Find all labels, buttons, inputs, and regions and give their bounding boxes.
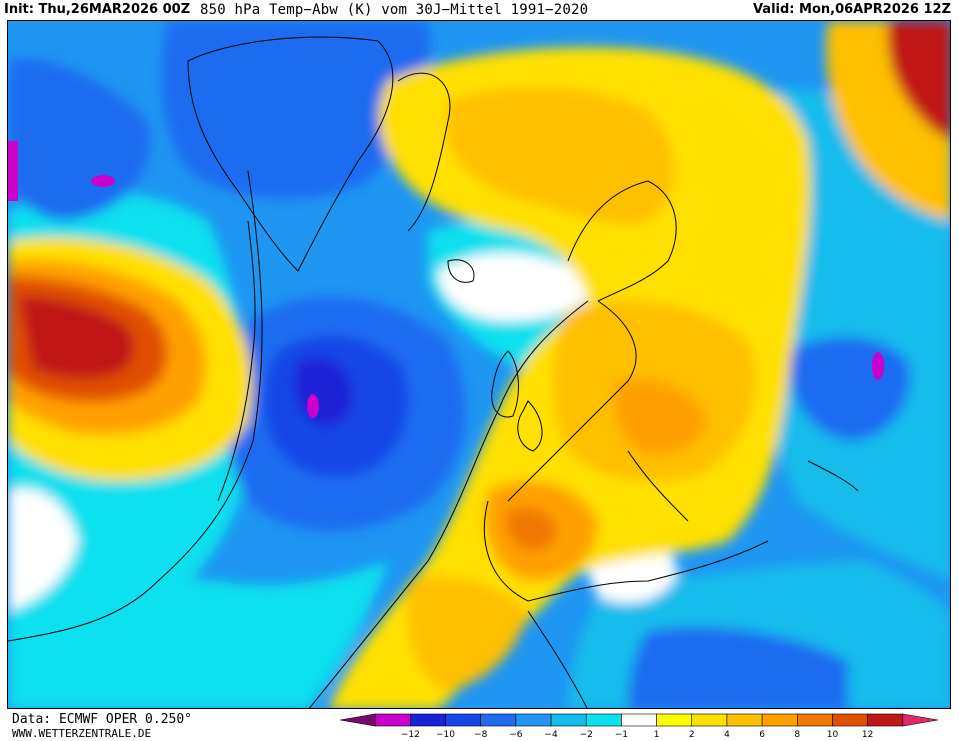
legend-tick-label: 4 (724, 730, 730, 740)
cold-core-russia (872, 352, 884, 380)
zero-contour-atlantic (308, 300, 589, 708)
legend-swatch (621, 713, 657, 727)
color-legend: −12 −10 −8 −6 −4 −2 −1 1 2 4 6 8 10 12 (330, 712, 955, 741)
legend-tick-label: −4 (544, 730, 558, 740)
legend-swatch (656, 713, 693, 727)
legend-tick-label: 2 (689, 730, 695, 740)
cyan-zone-southwest (8, 555, 388, 708)
legend-bar: −12 −10 −8 −6 −4 −2 −1 1 2 4 6 8 10 12 (339, 713, 939, 740)
legend-arrow-low (339, 713, 376, 727)
website-label: WWW.WETTERZENTRALE.DE (12, 727, 152, 740)
warm-zone-scandinavia (448, 87, 675, 224)
warm-zone-iberia-core (506, 507, 558, 551)
legend-swatch (796, 713, 833, 727)
legend-tick-label: −6 (509, 730, 523, 740)
hot-zone-northeast (887, 21, 950, 141)
cyan-zone-east (764, 89, 950, 581)
legend-tick-label: 1 (654, 730, 660, 740)
coastlines (187, 36, 859, 708)
legend-swatch (480, 713, 517, 727)
legend-swatch (761, 713, 798, 727)
legend-swatch (691, 713, 728, 727)
legend-tick-label: 12 (862, 730, 873, 740)
legend-tick-label: −12 (401, 730, 420, 740)
legend-swatch (445, 713, 482, 727)
legend-tick-label: 6 (759, 730, 765, 740)
chart-header: Init: Thu,26MAR2026 00Z 850 hPa Temp−Abw… (0, 0, 959, 20)
init-time: Init: Thu,26MAR2026 00Z (4, 2, 191, 17)
legend-swatch (410, 713, 446, 727)
legend-swatch (515, 713, 552, 727)
data-source: Data: ECMWF OPER 0.250° (12, 712, 193, 727)
neutral-zone-west (8, 488, 78, 611)
legend-swatch (550, 713, 587, 727)
map-panel (7, 20, 951, 709)
warm-zone-morocco (407, 577, 528, 691)
legend-tick-label: 10 (827, 730, 839, 740)
legend-tick-label: −1 (615, 730, 628, 740)
chart-title: 850 hPa Temp−Abw (K) vom 30J−Mittel 1991… (200, 2, 589, 18)
legend-swatch (585, 713, 622, 727)
valid-time: Valid: Mon,06APR2026 12Z (752, 2, 951, 17)
hot-zone-west (18, 296, 135, 379)
blue-zone-sahara (628, 627, 848, 708)
legend-swatch (832, 713, 868, 727)
legend-swatch (867, 713, 904, 727)
legend-swatch (374, 713, 411, 727)
anomaly-map (8, 21, 950, 708)
legend-arrow-high (902, 713, 939, 727)
warm-zone-alps (614, 378, 708, 455)
legend-tick-label: −2 (580, 730, 593, 740)
legend-tick-label: −10 (436, 730, 455, 740)
zero-contour-west (8, 170, 263, 642)
neutral-zone-north (438, 252, 598, 321)
legend-swatch (726, 713, 763, 727)
legend-tick-label: −8 (474, 730, 488, 740)
legend-tick-label: 8 (794, 730, 800, 740)
cold-core-edge (8, 141, 18, 201)
cold-core-canada (91, 175, 115, 187)
cold-core-atlantic (307, 394, 319, 418)
